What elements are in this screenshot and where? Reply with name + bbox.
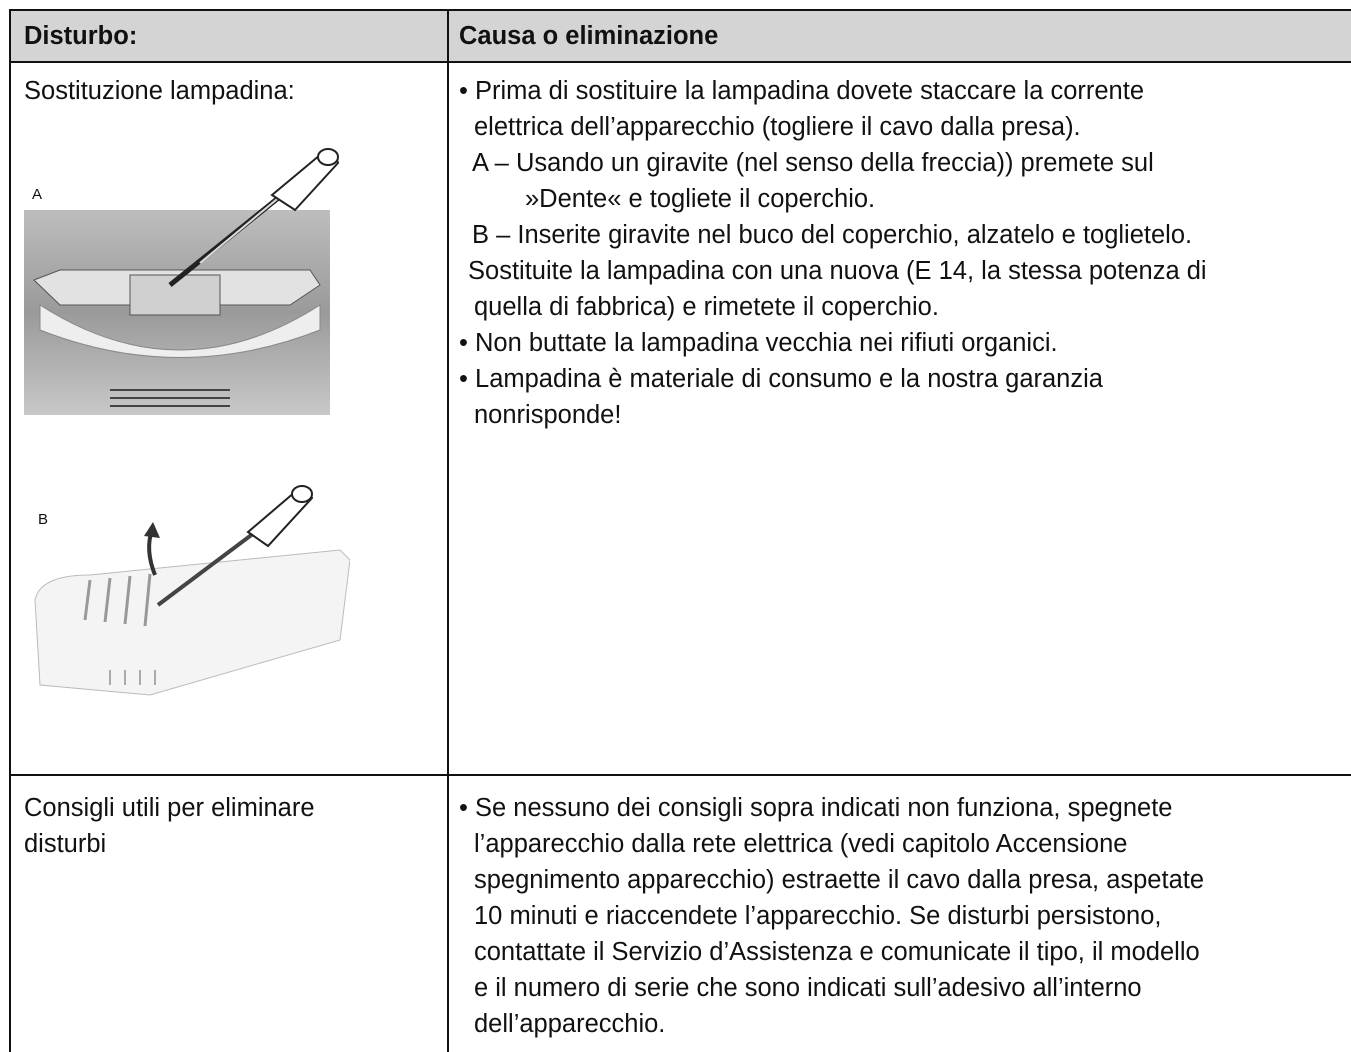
illustration-a	[24, 148, 340, 415]
figure-label: A	[32, 186, 43, 203]
border-top	[9, 9, 1351, 11]
solution-line: B – Inserite giravite nel buco del coper…	[472, 221, 1193, 249]
border-mid	[447, 9, 449, 1052]
illustration-b	[34, 485, 350, 696]
figure-label: B	[38, 511, 49, 528]
border-header	[9, 61, 1351, 63]
header-cell: Disturbo:	[24, 22, 138, 50]
solution-line: Sostituite la lampadina con una nuova (E…	[468, 257, 1207, 285]
border-left	[9, 9, 11, 1052]
problem-text: Consigli utili per eliminare	[24, 794, 315, 822]
solution-line: quella di fabbrica) e rimetete il coperc…	[474, 293, 939, 321]
solution-line: A – Usando un giravite (nel senso della …	[472, 149, 1154, 177]
solution-line: l’apparecchio dalla rete elettrica (vedi…	[474, 830, 1128, 858]
solution-line: 10 minuti e riaccendete l’apparecchio. S…	[474, 902, 1162, 930]
border-row	[9, 774, 1351, 776]
problem-text: Sostituzione lampadina:	[24, 77, 295, 105]
solution-line: dell’apparecchio.	[474, 1010, 666, 1038]
header-cell: Causa o eliminazione	[459, 22, 719, 50]
solution-line: • Non buttate la lampadina vecchia nei r…	[459, 329, 1058, 357]
solution-line: spegnimento apparecchio) estraette il ca…	[474, 866, 1205, 894]
solution-line: elettrica dell’apparecchio (togliere il …	[474, 113, 1081, 141]
solution-line: »Dente« e togliete il coperchio.	[525, 185, 876, 213]
problem-text: disturbi	[24, 830, 107, 858]
solution-line: • Prima di sostituire la lampadina dovet…	[459, 77, 1145, 105]
solution-line: • Se nessuno dei consigli sopra indicati…	[459, 794, 1173, 822]
header-band	[10, 10, 1351, 62]
solution-line: nonrisponde!	[474, 401, 622, 429]
solution-line: contattate il Servizio d’Assistenza e co…	[474, 938, 1200, 966]
solution-line: e il numero di serie che sono indicati s…	[474, 974, 1142, 1002]
solution-line: • Lampadina è materiale di consumo e la …	[459, 365, 1103, 393]
